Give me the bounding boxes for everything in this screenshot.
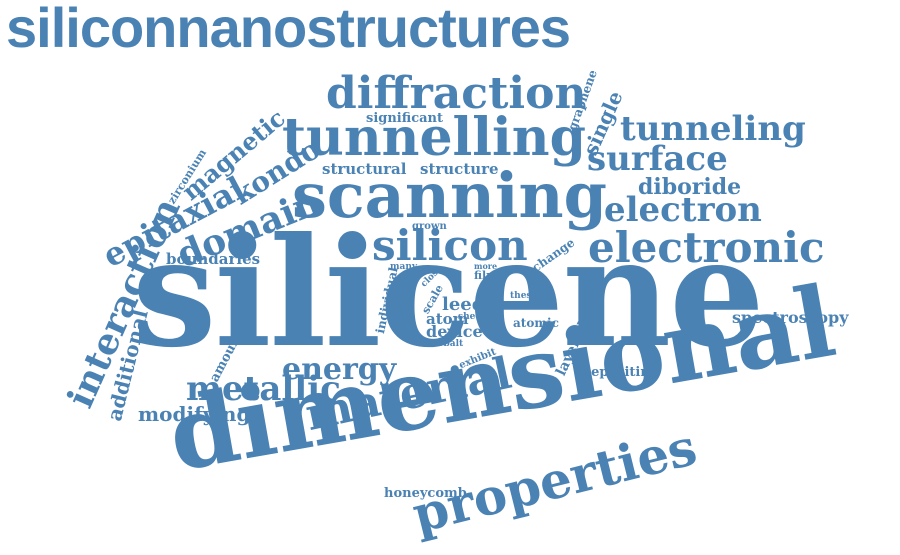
word-thesis: thesis: [510, 291, 540, 301]
word-siliconnanostructures: siliconnanostructures: [6, 0, 571, 59]
word-silicon: silicon: [372, 221, 528, 270]
word-device: device: [426, 322, 483, 341]
word-tunneling: tunneling: [620, 109, 806, 149]
word-silicene: silicene: [132, 205, 765, 381]
word-more: more: [474, 261, 498, 271]
word-many: many: [390, 262, 418, 272]
word-diffraction: diffraction: [326, 68, 587, 119]
word-sheet: sheet: [458, 312, 486, 322]
word-electronic: electronic: [588, 223, 825, 272]
word-structure: structure: [420, 160, 499, 178]
word-atom: atom: [426, 310, 469, 328]
word-energy: energy: [282, 352, 397, 387]
word-grown: grown: [412, 221, 447, 232]
word-metallic: metallic: [186, 369, 341, 409]
word-significant: significant: [366, 111, 443, 126]
word-diboride: diboride: [638, 174, 742, 200]
word-scanning: scanning: [292, 159, 607, 232]
word-surface: surface: [587, 139, 728, 179]
word-film: film: [474, 269, 498, 282]
word-spectroscopy: spectroscopy: [732, 308, 849, 327]
word-modifying: modifying: [138, 402, 251, 426]
word-structural: structural: [322, 160, 407, 178]
word-tunnelling: tunnelling: [282, 107, 586, 168]
word-leed: leed: [442, 294, 485, 315]
word-electron: electron: [604, 190, 762, 230]
word-depositing: depositing: [582, 365, 659, 380]
word-boundaries: boundaries: [166, 250, 261, 268]
word-honeycomb: honeycomb: [384, 486, 467, 501]
word-cobalt: cobalt: [432, 339, 464, 349]
word-atomic: atomic: [513, 316, 559, 330]
